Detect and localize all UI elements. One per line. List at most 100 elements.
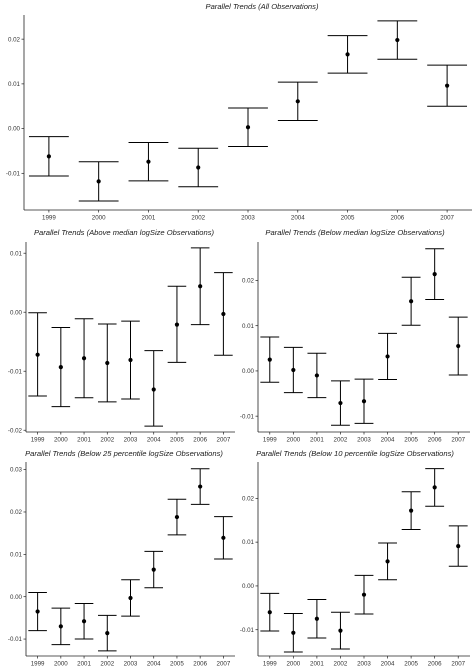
- x-tick-label: 1999: [31, 661, 45, 668]
- point-estimate-2003: [361, 399, 367, 404]
- x-tick-label: 2003: [357, 437, 371, 444]
- x-tick-label: 2006: [428, 437, 442, 444]
- y-tick-label: 0.01: [242, 323, 255, 330]
- point-estimate-2002: [105, 631, 110, 636]
- y-tick-label: 0.00: [10, 309, 23, 316]
- point-estimate-2000: [58, 364, 63, 370]
- point-estimate-2003: [361, 592, 367, 597]
- point-estimate-2000: [291, 630, 296, 635]
- y-tick-label: 0.03: [10, 467, 23, 474]
- y-tick-label: 0.00: [8, 126, 21, 133]
- point-estimate-1999: [267, 357, 272, 362]
- panel-title: Parallel Trends (Below median logSize Ob…: [265, 228, 445, 237]
- point-estimate-2005: [409, 299, 414, 304]
- x-tick-label: 1999: [31, 437, 45, 444]
- x-tick-label: 2002: [100, 661, 114, 668]
- plot-area: -0.02 -0.01 0.00 0.01 1999 2000 2001 2002 2003 20…: [8, 242, 235, 444]
- panel-below-median: Parallel Trends (Below median logSize Ob…: [240, 228, 470, 444]
- y-tick-label: 0.02: [8, 36, 21, 43]
- x-tick-label: 2007: [440, 215, 454, 222]
- x-tick-label: 2003: [241, 215, 255, 222]
- plot-area: -0.01 0.00 0.01 0.02 1999 2000 2001 2002 2003 200…: [240, 462, 470, 668]
- y-tick-label: -0.02: [8, 427, 23, 434]
- y-tick-label: 0.02: [242, 495, 255, 502]
- point-estimate-2001: [146, 159, 151, 164]
- x-tick-label: 2007: [217, 437, 231, 444]
- point-estimate-2005: [174, 514, 180, 520]
- x-tick-label: 2001: [142, 215, 156, 222]
- point-estimate-2002: [196, 165, 201, 170]
- x-tick-label: 2002: [334, 437, 348, 444]
- y-tick-label: -0.01: [8, 636, 23, 643]
- point-estimate-1999: [46, 154, 51, 159]
- x-tick-label: 2000: [54, 661, 68, 668]
- x-tick-label: 2006: [193, 437, 207, 444]
- x-tick-label: 2005: [170, 661, 184, 668]
- point-estimate-2001: [314, 616, 319, 621]
- point-estimate-2003: [245, 125, 251, 130]
- x-tick-label: 1999: [263, 661, 277, 668]
- x-tick-label: 2004: [291, 215, 305, 222]
- y-tick-label: 0.02: [242, 278, 255, 285]
- x-tick-label: 2004: [147, 661, 161, 668]
- point-estimate-1999: [35, 352, 40, 357]
- x-tick-label: 1999: [263, 437, 277, 444]
- x-tick-label: 2004: [381, 661, 395, 668]
- y-tick-label: 0.00: [242, 583, 255, 590]
- x-tick-label: 2000: [286, 661, 300, 668]
- point-estimate-2001: [81, 356, 87, 361]
- y-tick-label: 0.01: [8, 81, 21, 88]
- point-estimate-2000: [291, 367, 296, 373]
- y-tick-label: 0.01: [10, 250, 23, 257]
- point-estimate-2007: [221, 311, 226, 317]
- x-tick-label: 2000: [54, 437, 68, 444]
- x-tick-label: 2005: [341, 215, 355, 222]
- x-tick-label: 2005: [404, 661, 418, 668]
- point-estimate-2004: [385, 559, 390, 564]
- x-tick-label: 2001: [77, 437, 91, 444]
- y-tick-label: 0.01: [10, 551, 23, 558]
- point-estimate-2005: [174, 322, 180, 327]
- plot-area: -0.01 0.00 0.01 0.02 0.03 1999 2000 2001 2002 200…: [8, 462, 235, 668]
- point-estimate-2007: [445, 83, 450, 88]
- x-tick-label: 2002: [100, 437, 114, 444]
- x-tick-label: 2006: [193, 661, 207, 668]
- x-tick-label: 2003: [124, 437, 138, 444]
- x-tick-label: 1999: [42, 215, 56, 222]
- panel-below-25-percentile: Parallel Trends (Below 25 percentile log…: [8, 449, 235, 668]
- point-estimate-2006: [395, 37, 400, 43]
- point-estimate-2004: [385, 354, 390, 359]
- x-tick-label: 2007: [451, 437, 465, 444]
- x-tick-label: 2001: [310, 661, 324, 668]
- x-tick-label: 2003: [124, 661, 138, 668]
- y-tick-label: -0.01: [240, 627, 255, 634]
- point-estimate-2006: [198, 484, 203, 489]
- x-tick-label: 2007: [217, 661, 231, 668]
- x-tick-label: 2000: [92, 215, 106, 222]
- point-estimate-2007: [456, 343, 461, 349]
- x-tick-label: 2004: [147, 437, 161, 444]
- x-tick-label: 2006: [390, 215, 404, 222]
- point-estimate-2000: [96, 179, 101, 184]
- x-tick-label: 2004: [381, 437, 395, 444]
- x-tick-label: 2000: [286, 437, 300, 444]
- y-tick-label: -0.01: [240, 413, 255, 420]
- point-estimate-2004: [151, 387, 156, 392]
- x-tick-label: 2001: [77, 661, 91, 668]
- point-estimate-2006: [432, 272, 437, 277]
- x-tick-label: 2002: [191, 215, 205, 222]
- point-estimate-2000: [58, 624, 63, 629]
- plot-area: -0.01 0.00 0.01 0.02 1999 2000 2001 2002 2003 200…: [6, 15, 472, 222]
- point-estimate-2006: [432, 485, 437, 490]
- point-estimate-2003: [128, 595, 133, 601]
- point-estimate-2002: [105, 360, 110, 366]
- point-estimate-2002: [338, 400, 343, 406]
- point-estimate-1999: [35, 609, 40, 614]
- y-tick-label: -0.01: [8, 368, 23, 375]
- panel-title: Parallel Trends (Below 10 percentile log…: [256, 449, 454, 458]
- panel-below-10-percentile: Parallel Trends (Below 10 percentile log…: [240, 449, 470, 668]
- x-tick-label: 2001: [310, 437, 324, 444]
- y-tick-label: 0.00: [10, 594, 23, 601]
- point-estimate-2007: [456, 543, 461, 549]
- point-estimate-2001: [314, 373, 319, 378]
